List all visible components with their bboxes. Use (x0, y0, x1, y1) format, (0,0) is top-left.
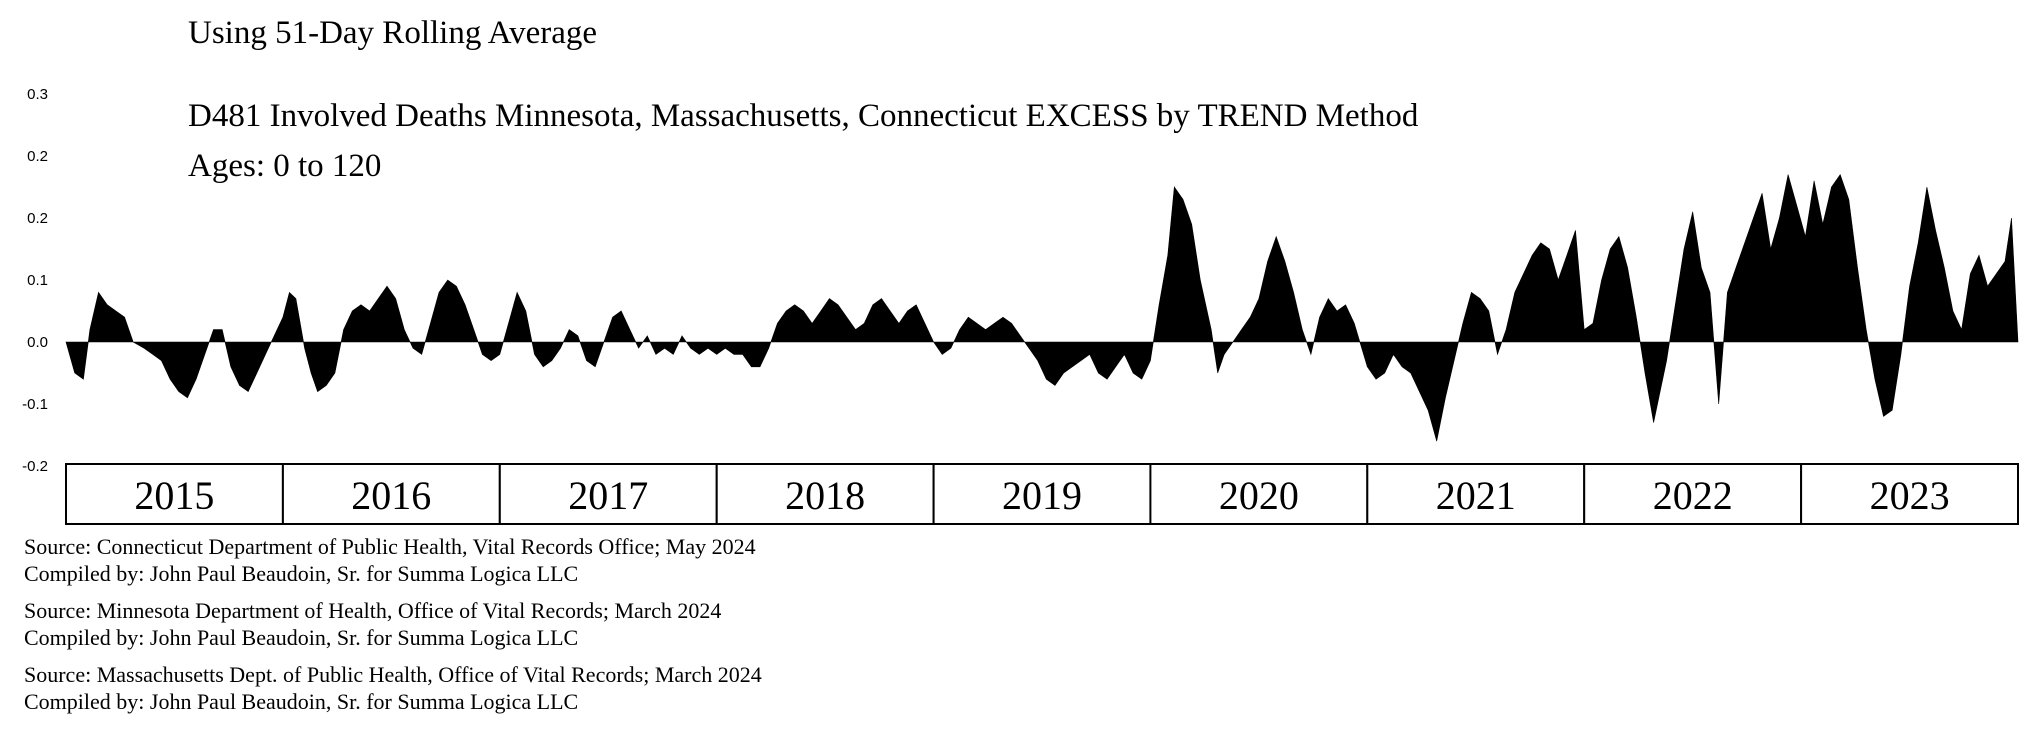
y-tick-label: 0.2 (27, 148, 48, 165)
year-box (932, 463, 1152, 525)
compiled-line: Compiled by: John Paul Beaudoin, Sr. for… (24, 625, 578, 650)
y-tick-label: -0.2 (22, 458, 48, 475)
chart-subtitle: Using 51-Day Rolling Average (188, 15, 597, 51)
y-tick-label: 0.2 (27, 210, 48, 227)
x-tick-label: 2023 (1870, 473, 1950, 518)
year-box (1583, 463, 1803, 525)
y-tick-label: 0.1 (27, 272, 48, 289)
y-tick-label: 0.3 (27, 86, 48, 103)
x-tick-label: 2020 (1219, 473, 1299, 518)
series-area (65, 173, 2019, 442)
x-tick-label: 2018 (785, 473, 865, 518)
year-box (1366, 463, 1586, 525)
compiled-line: Compiled by: John Paul Beaudoin, Sr. for… (24, 689, 578, 714)
x-tick-label: 2016 (351, 473, 431, 518)
year-box (281, 463, 501, 525)
source-line: Source: Connecticut Department of Public… (24, 534, 756, 559)
y-tick-label: -0.1 (22, 396, 48, 413)
year-box (498, 463, 718, 525)
x-tick-label: 2021 (1436, 473, 1516, 518)
y-axis-ticks: 0.3 0.2 0.2 0.1 0.0 -0.1 -0.2 (22, 86, 48, 475)
compiled-line: Compiled by: John Paul Beaudoin, Sr. for… (24, 561, 578, 586)
y-tick-label: 0.0 (27, 334, 48, 351)
year-box (65, 463, 284, 525)
year-box (1149, 463, 1369, 525)
source-line: Source: Massachusetts Dept. of Public He… (24, 662, 762, 687)
chart-title: D481 Involved Deaths Minnesota, Massachu… (188, 98, 1419, 134)
year-box (1800, 463, 2019, 525)
x-tick-label: 2019 (1002, 473, 1082, 518)
source-line: Source: Minnesota Department of Health, … (24, 598, 721, 623)
x-tick-label: 2017 (568, 473, 648, 518)
ages-label: Ages: 0 to 120 (188, 148, 381, 184)
x-tick-label: 2022 (1653, 473, 1733, 518)
x-axis-year-boxes: 2015 2016 2017 2018 2019 2020 2021 2022 2023 (65, 463, 2019, 525)
x-tick-label: 2015 (134, 473, 214, 518)
sources-block: Source: Connecticut Department of Public… (24, 534, 762, 714)
